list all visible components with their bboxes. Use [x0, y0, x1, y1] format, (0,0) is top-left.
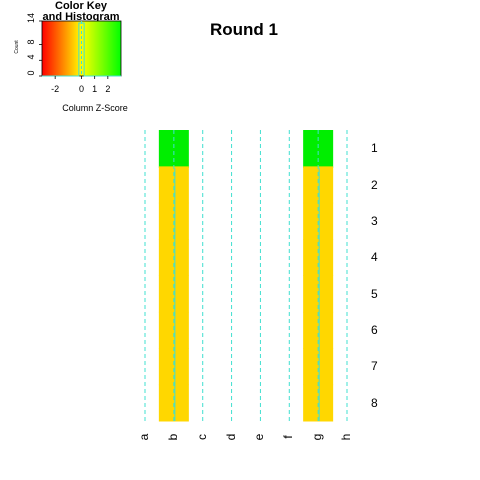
column-label: h	[339, 433, 353, 441]
color-key-xtick-label: -2	[51, 84, 60, 94]
column-label: g	[310, 433, 325, 441]
color-key-xlabel: Column Z-Score	[62, 103, 128, 113]
heatmap-cell	[158, 166, 189, 204]
row-label: 1	[371, 141, 378, 156]
column-label: c	[194, 434, 209, 440]
heatmap-cell	[158, 130, 189, 168]
row-label: 8	[371, 395, 378, 410]
color-key-subtitle: and Histogram	[42, 11, 120, 23]
row-label: 6	[371, 323, 378, 338]
color-key-ytick-label: 4	[26, 54, 36, 60]
heatmap-cell	[303, 130, 334, 168]
color-key-ytick-label: 14	[26, 13, 36, 24]
color-key-xtick-label: 1	[92, 84, 98, 94]
heatmap-cell	[158, 348, 189, 386]
heatmap-cells	[158, 130, 334, 422]
column-label: a	[137, 433, 151, 441]
column-label: e	[252, 433, 267, 441]
heatmap-cell	[303, 166, 334, 204]
color-key-histogram	[42, 22, 121, 77]
row-label: 2	[371, 177, 378, 192]
row-label: 4	[371, 250, 378, 265]
chart-title: Round 1	[210, 20, 278, 39]
row-label: 7	[371, 359, 378, 374]
color-key	[39, 20, 122, 79]
row-label: 3	[371, 213, 378, 228]
color-key-ytick-label: 8	[26, 39, 36, 45]
color-key-xtick-label: 2	[105, 84, 111, 94]
color-key-ytick-label: 0	[26, 70, 36, 76]
color-key-title: Color Key	[55, 0, 107, 12]
color-key-xtick-label: 0	[78, 84, 84, 94]
row-label: 5	[371, 286, 378, 301]
heatmap-cell	[303, 348, 334, 386]
trace-lines	[144, 130, 348, 421]
column-label: b	[165, 433, 180, 441]
column-label: f	[281, 435, 296, 439]
column-label: d	[223, 433, 238, 441]
